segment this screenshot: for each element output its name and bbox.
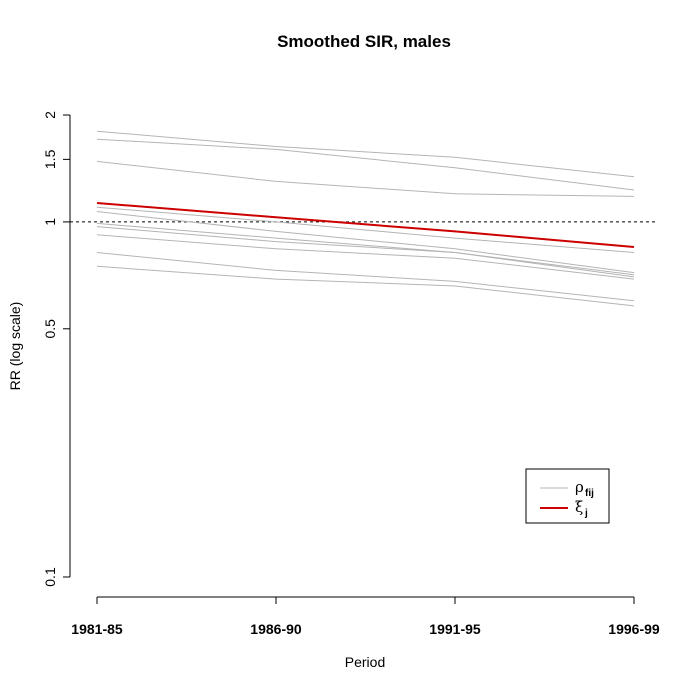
y-tick-label: 2 (42, 111, 58, 119)
x-axis-label: Period (345, 654, 385, 670)
legend-subscript-1: fij (585, 488, 594, 499)
y-tick-label: 1.5 (42, 149, 58, 169)
series-line-rho-10 (96, 265, 635, 307)
y-tick-label: 1 (42, 218, 58, 226)
legend-label-2: ξ (575, 498, 583, 516)
legend-subscript-2: j (584, 508, 588, 519)
legend-box (525, 468, 610, 524)
plot-area (70, 130, 657, 307)
x-axis: 1981-85 1986-90 1991-95 1996-99 (71, 596, 660, 637)
chart-title: Smoothed SIR, males (277, 32, 451, 51)
x-tick-label: 1981-85 (71, 621, 123, 637)
series-line-rho-3 (96, 160, 635, 197)
series-line-rho-1 (96, 130, 635, 178)
series-line-rho-7 (96, 226, 635, 278)
series-line-rho-2 (96, 138, 635, 191)
series-line-rho-6 (96, 222, 635, 276)
series-line-rho-5 (96, 211, 635, 274)
series-line-rho-4 (96, 206, 635, 253)
series-line-rho-9 (96, 252, 635, 302)
y-axis: 0.1 0.5 1 1.5 2 (42, 111, 71, 587)
series-line-xi (96, 202, 635, 248)
y-axis-label: RR (log scale) (7, 302, 23, 391)
x-tick-label: 1996-99 (608, 621, 660, 637)
legend-label-1: ρ (575, 478, 584, 496)
y-tick-label: 0.1 (42, 567, 58, 587)
series-line-rho-8 (96, 234, 635, 280)
y-tick-label: 0.5 (42, 319, 58, 339)
x-tick-label: 1986-90 (250, 621, 302, 637)
x-tick-label: 1991-95 (429, 621, 481, 637)
